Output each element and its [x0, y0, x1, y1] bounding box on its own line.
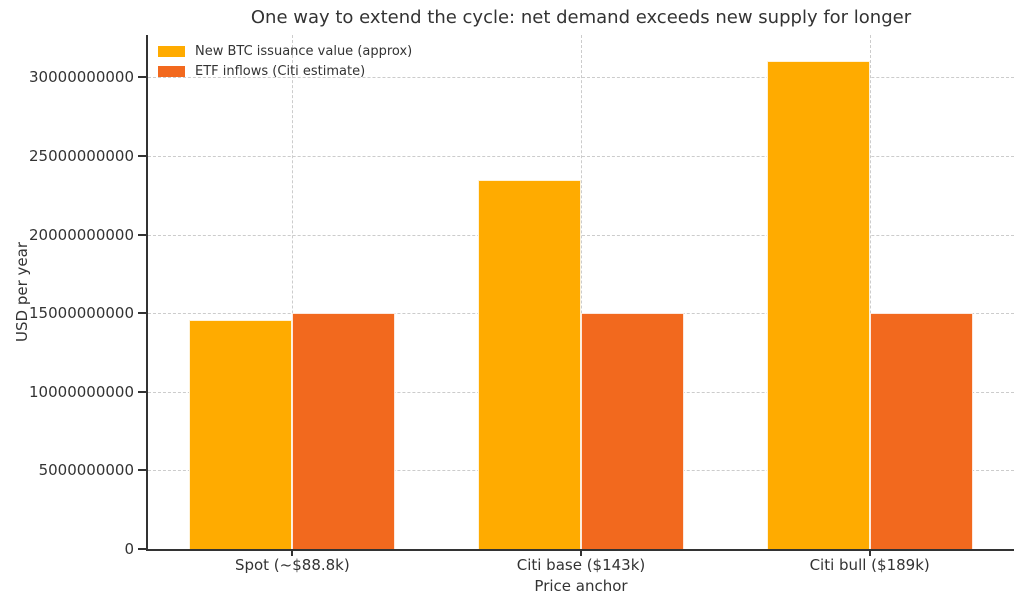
legend-label: ETF inflows (Citi estimate) [195, 64, 366, 79]
x-gridline [292, 35, 294, 549]
y-tick-mark [138, 469, 146, 472]
legend-swatch [158, 66, 185, 77]
x-tick-label: Citi base ($143k) [516, 556, 646, 574]
legend-item: ETF inflows (Citi estimate) [158, 64, 412, 79]
chart-title: One way to extend the cycle: net demand … [250, 7, 912, 28]
y-tick-label: 0 [124, 540, 134, 558]
y-tick-label: 10000000000 [29, 382, 134, 401]
y-tick-label: 20000000000 [29, 225, 134, 244]
y-tick-mark [138, 76, 146, 79]
y-tick-mark [138, 390, 146, 393]
bar-etf-inflows-citi-estimate [869, 313, 973, 549]
y-tick-mark [138, 312, 146, 315]
x-tick-mark [291, 551, 294, 556]
x-tick-mark [580, 551, 582, 556]
x-tick-label: Citi bull ($189k) [809, 556, 930, 574]
plot-area: New BTC issuance value (approx) ETF inflo… [146, 35, 1014, 551]
y-tick-mark [138, 548, 146, 550]
x-gridline [869, 35, 871, 549]
bar-etf-inflows-citi-estimate [292, 313, 396, 549]
y-axis-label: USD per year [13, 242, 31, 342]
y-tick-mark [138, 233, 146, 236]
x-tick-label: Spot (~$88.8k) [234, 556, 350, 574]
y-tick-mark [138, 155, 146, 158]
y-tick-label: 25000000000 [29, 147, 134, 166]
bar-new-btc-issuance-value-approx [766, 61, 870, 549]
y-tick-label: 30000000000 [29, 68, 134, 87]
bar-etf-inflows-citi-estimate [581, 313, 685, 549]
bar-new-btc-issuance-value-approx [189, 319, 293, 549]
legend-label: New BTC issuance value (approx) [195, 44, 413, 59]
y-tick-label: 15000000000 [29, 304, 134, 323]
legend-item: New BTC issuance value (approx) [158, 44, 412, 59]
legend: New BTC issuance value (approx) ETF inflo… [158, 44, 412, 79]
y-tick-label: 5000000000 [38, 461, 134, 480]
legend-swatch [158, 46, 185, 57]
x-gridline [581, 35, 582, 549]
x-tick-mark [868, 551, 871, 556]
bar-new-btc-issuance-value-approx [477, 179, 581, 549]
x-axis-label: Price anchor [534, 577, 628, 595]
